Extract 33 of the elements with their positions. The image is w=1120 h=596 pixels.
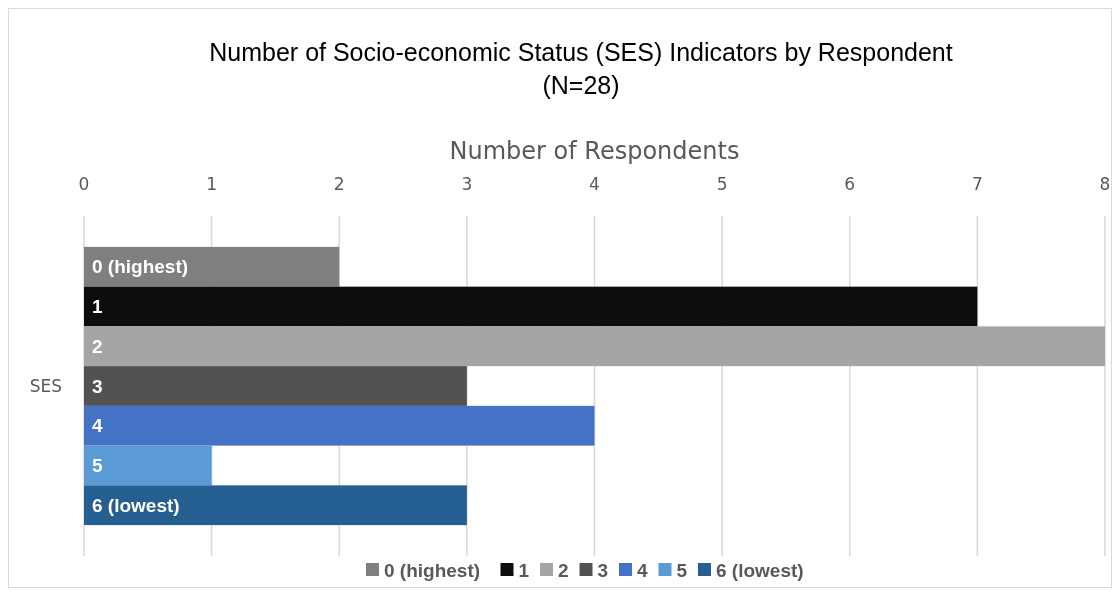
bar — [84, 246, 340, 287]
text: 3 — [92, 375, 103, 397]
x-tick-label: 4 — [589, 174, 600, 194]
bar — [84, 326, 1105, 367]
chart-title: Number of Socio-economic Status (SES) Indicators by Respondent (N=28) — [209, 38, 953, 99]
x-tick-label: 5 — [716, 174, 728, 194]
x-tick-label: 3 — [461, 174, 473, 194]
text: 1 — [92, 296, 103, 318]
x-tick-label: 8 — [1099, 174, 1111, 194]
legend-label: 0 (highest) — [384, 559, 481, 581]
y-tick-label: SES — [29, 375, 63, 396]
text: 4 — [92, 415, 103, 437]
text: 6 (lowest) — [92, 494, 180, 516]
legend-label: 1 — [518, 559, 530, 581]
bar — [84, 485, 467, 526]
x-tick-label: 2 — [333, 174, 345, 194]
bar — [84, 445, 212, 486]
legend-label: 6 (lowest) — [716, 559, 804, 581]
x-tick-label: 0 — [78, 174, 90, 194]
text: 5 — [92, 455, 103, 477]
legend-label: 4 — [637, 559, 648, 581]
x-axis-title: Number of Respondents — [449, 137, 740, 165]
legend-label: 2 — [558, 559, 569, 581]
text: 0 (highest) — [92, 256, 189, 278]
legend-label: 3 — [597, 559, 609, 581]
bar — [84, 286, 978, 327]
x-tick-label: 6 — [844, 174, 856, 194]
bar — [84, 405, 595, 446]
x-tick-label: 7 — [971, 174, 983, 194]
legend-label: 5 — [676, 559, 688, 581]
text: 2 — [92, 335, 103, 357]
x-tick-label: 1 — [206, 174, 218, 194]
bar — [84, 366, 467, 406]
